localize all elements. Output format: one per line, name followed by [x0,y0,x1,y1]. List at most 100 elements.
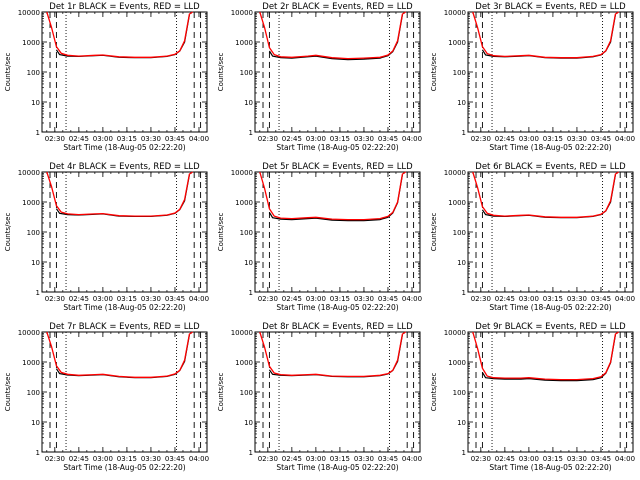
chart-title: Det 7r BLACK = Events, RED = LLD [49,322,200,332]
series-events-line [481,334,616,382]
chart-panel-2: Det 2r BLACK = Events, RED = LLD 1 10 100 10… [213,0,426,160]
series-events-line [481,174,616,219]
y-tick-label: 1 [249,129,253,137]
x-tick-label: 02:45 [495,455,515,463]
x-tick-label: 03:45 [378,455,398,463]
y-tick-label: 100 [240,69,253,77]
series-lld-line [46,11,193,58]
x-tick-label: 02:45 [282,135,302,143]
x-axis-label: Start Time (18-Aug-05 02:22:20) [489,143,611,152]
chart-svg: Det 6r BLACK = Events, RED = LLD 1 10 100 10… [430,162,635,312]
chart-panel-9: Det 9r BLACK = Events, RED = LLD 1 10 100 10… [426,320,639,480]
series-lld-line [259,331,406,378]
x-tick-label: 02:30 [45,135,65,143]
chart-panel-4: Det 4r BLACK = Events, RED = LLD 1 10 100 10… [0,160,213,320]
x-axis-label: Start Time (18-Aug-05 02:22:20) [276,303,398,312]
chart-panel-7: Det 7r BLACK = Events, RED = LLD 1 10 100 10… [0,320,213,480]
plot-frame [41,171,208,293]
x-tick-label: 03:00 [93,295,113,303]
x-tick-label: 03:45 [378,295,398,303]
y-tick-label: 100 [453,229,466,237]
y-tick-label: 10000 [18,9,40,17]
y-tick-label: 10 [244,419,253,427]
y-tick-label: 10000 [444,9,466,17]
y-tick-label: 100 [27,229,40,237]
chart-svg: Det 9r BLACK = Events, RED = LLD 1 10 100 10… [430,322,635,472]
x-tick-label: 03:00 [93,135,113,143]
chart-svg: Det 5r BLACK = Events, RED = LLD 1 10 100 10… [217,162,422,312]
x-axis-label: Start Time (18-Aug-05 02:22:20) [276,463,398,472]
chart-title: Det 5r BLACK = Events, RED = LLD [262,162,413,172]
y-tick-label: 1000 [22,39,40,47]
series-events-line [268,334,403,378]
x-tick-label: 02:45 [495,295,515,303]
chart-panel-1: Det 1r BLACK = Events, RED = LLD 1 10 100 10… [0,0,213,160]
plot-frame [41,11,208,133]
y-tick-label: 1000 [235,359,253,367]
y-tick-label: 100 [27,389,40,397]
y-tick-label: 10 [244,259,253,267]
chart-title: Det 4r BLACK = Events, RED = LLD [49,162,200,172]
y-axis-label: Counts/sec [217,213,225,252]
x-tick-label: 03:45 [591,455,611,463]
y-tick-label: 10000 [18,169,40,177]
x-tick-label: 02:30 [45,295,65,303]
y-axis-label: Counts/sec [4,373,12,412]
y-axis-label: Counts/sec [217,53,225,92]
x-tick-label: 03:15 [543,135,563,143]
y-tick-label: 10000 [231,9,253,17]
y-tick-label: 1000 [22,199,40,207]
chart-panel-8: Det 8r BLACK = Events, RED = LLD 1 10 100 10… [213,320,426,480]
y-axis-label: Counts/sec [430,373,438,412]
x-tick-label: 02:30 [45,455,65,463]
x-tick-label: 03:15 [117,455,137,463]
y-tick-label: 1 [36,449,40,457]
x-tick-label: 03:45 [165,455,185,463]
x-axis-label: Start Time (18-Aug-05 02:22:20) [63,303,185,312]
x-tick-label: 04:00 [189,135,209,143]
series-events-line [268,14,403,61]
x-tick-label: 03:30 [567,295,587,303]
series-events-line [55,174,190,218]
y-tick-label: 10000 [444,169,466,177]
x-tick-label: 02:30 [258,295,278,303]
chart-svg: Det 4r BLACK = Events, RED = LLD 1 10 100 10… [4,162,209,312]
y-tick-label: 100 [240,389,253,397]
chart-svg: Det 2r BLACK = Events, RED = LLD 1 10 100 10… [217,2,422,152]
chart-title: Det 8r BLACK = Events, RED = LLD [262,322,413,332]
x-axis-label: Start Time (18-Aug-05 02:22:20) [276,143,398,152]
chart-panel-5: Det 5r BLACK = Events, RED = LLD 1 10 100 10… [213,160,426,320]
y-tick-label: 10000 [18,329,40,337]
x-tick-label: 02:45 [282,295,302,303]
x-tick-label: 03:45 [591,295,611,303]
series-lld-line [46,171,193,217]
x-tick-label: 03:15 [117,135,137,143]
x-tick-label: 04:00 [189,295,209,303]
chart-title: Det 2r BLACK = Events, RED = LLD [262,2,413,12]
x-tick-label: 03:15 [330,455,350,463]
y-tick-label: 1 [36,129,40,137]
x-tick-label: 03:15 [117,295,137,303]
y-tick-label: 10 [457,259,466,267]
series-events-line [55,334,190,379]
chart-svg: Det 1r BLACK = Events, RED = LLD 1 10 100 10… [4,2,209,152]
series-events-line [268,174,403,222]
y-axis-label: Counts/sec [430,53,438,92]
x-tick-label: 03:30 [141,135,161,143]
series-lld-line [259,11,406,60]
x-tick-label: 03:30 [354,455,374,463]
chart-title: Det 3r BLACK = Events, RED = LLD [475,2,626,12]
x-tick-label: 03:30 [141,295,161,303]
x-tick-label: 03:30 [567,135,587,143]
x-tick-label: 04:00 [402,135,422,143]
x-tick-label: 03:30 [354,295,374,303]
x-tick-label: 04:00 [615,455,635,463]
y-tick-label: 1 [462,129,466,137]
y-tick-label: 1 [249,289,253,297]
y-tick-label: 1000 [448,39,466,47]
chart-svg: Det 8r BLACK = Events, RED = LLD 1 10 100 10… [217,322,422,472]
y-tick-label: 10 [31,259,40,267]
y-tick-label: 1000 [22,359,40,367]
series-events-line [55,14,190,59]
